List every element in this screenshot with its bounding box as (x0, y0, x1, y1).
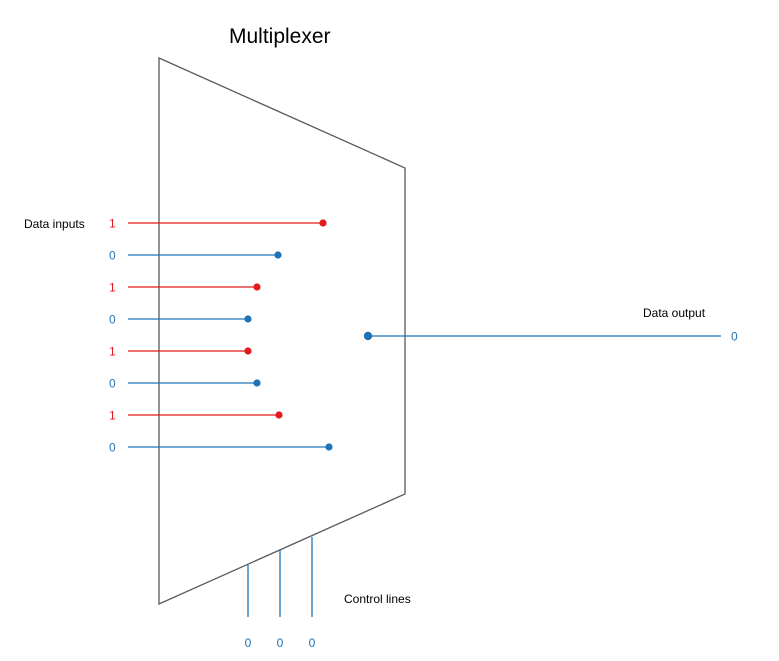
multiplexer-body (158, 56, 406, 606)
data-input-dot (244, 347, 252, 355)
control-line-group: 0 0 0 (245, 537, 316, 650)
data-input-value: 1 (109, 409, 116, 423)
data-input-dot (275, 411, 283, 419)
data-output-line: 0 (363, 330, 738, 344)
control-line-value: 0 (245, 636, 252, 650)
control-lines-label: Control lines (344, 592, 411, 606)
diagram-title: Multiplexer (229, 25, 331, 48)
data-input-value: 1 (109, 345, 116, 359)
data-input-dot (244, 315, 252, 323)
data-input-dot (274, 251, 282, 259)
control-line-value: 0 (277, 636, 284, 650)
data-input-value: 0 (109, 377, 116, 391)
data-inputs-label: Data inputs (24, 217, 85, 231)
control-line-value: 0 (309, 636, 316, 650)
data-output-dot (363, 331, 373, 341)
data-input-lines: 1 0 1 0 1 0 1 0 (109, 217, 333, 455)
data-input-value: 1 (109, 281, 116, 295)
data-input-dot (325, 443, 333, 451)
data-input-value: 0 (109, 441, 116, 455)
data-input-dot (319, 219, 327, 227)
data-output-label: Data output (643, 306, 706, 320)
data-input-value: 0 (109, 249, 116, 263)
data-input-dot (253, 379, 261, 387)
data-output-value: 0 (731, 330, 738, 344)
data-input-value: 0 (109, 313, 116, 327)
data-input-value: 1 (109, 217, 116, 231)
data-input-dot (253, 283, 261, 291)
